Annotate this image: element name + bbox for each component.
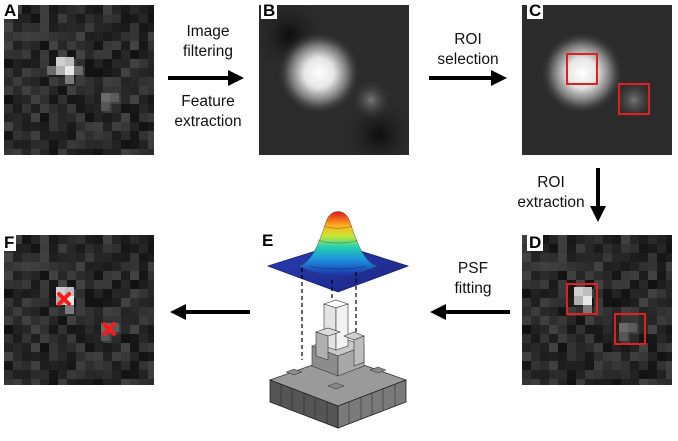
panel-e-psf-fitting [240,200,440,436]
panel-c-roi-selection [522,5,672,155]
step-bc-text: ROI selection [437,31,499,68]
step-cd-text: ROI extraction [517,174,585,211]
3d-pixel-histogram-icon [268,299,408,429]
panel-d-roi-extraction [522,235,672,385]
panel-f-label: F [2,233,17,252]
panel-d-label: D [527,233,544,252]
panel-e-label: E [262,231,274,250]
panel-b-label: B [261,1,278,20]
arrow-right-icon [168,70,244,86]
raw-image-with-markers [4,235,154,385]
blurred-image [259,5,409,155]
arrow-left-icon [170,304,250,320]
noisy-pixel-image [4,5,154,155]
localization-cross-marker-icon [57,292,71,306]
step-ab-text-top: Image filtering [183,23,233,60]
panel-a-label: A [2,1,19,20]
arrow-left-icon [430,304,510,320]
arrow-right-icon [429,70,507,86]
psf-gaussian-surface-icon [266,211,410,293]
step-de-text: PSF fitting [454,260,492,297]
panel-c-label: C [527,1,544,20]
roi-box-icon [614,313,646,345]
raw-image-with-rois [522,235,672,385]
panel-f-localized [4,235,154,385]
filtered-image-with-rois [522,5,672,155]
roi-box-icon [566,53,598,85]
panel-b-filtered-image [259,5,409,155]
arrow-down-icon [590,168,606,222]
roi-box-icon [566,283,598,315]
psf-3d-illustration [266,211,410,429]
step-ab-text-bottom: Feature extraction [174,93,242,130]
localization-cross-marker-icon [102,322,116,336]
roi-box-icon [618,83,650,115]
panel-a-raw-image [4,5,154,155]
